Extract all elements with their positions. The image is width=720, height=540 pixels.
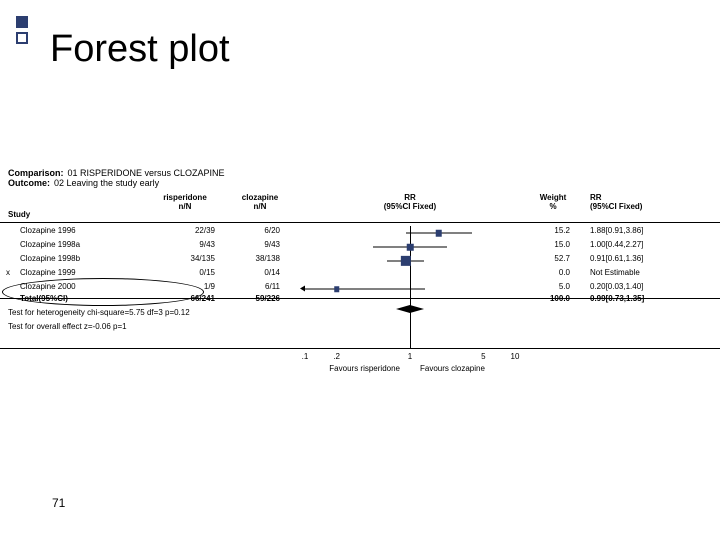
study-name: Clozapine 1998b	[20, 254, 80, 263]
column-headers: Study risperidone n/N clozapine n/N RR (…	[0, 194, 720, 220]
bullet-filled	[16, 16, 28, 28]
decorative-bullets	[16, 16, 28, 44]
hr-bottom	[0, 348, 720, 349]
total-rr: 0.99[0.73,1.35]	[590, 294, 644, 303]
risperidone-value: 0/15	[160, 268, 215, 277]
col-clozapine: clozapine n/N	[230, 194, 290, 212]
plot-area	[305, 226, 515, 348]
col-study: Study	[8, 211, 30, 220]
clozapine-value: 38/138	[240, 254, 280, 263]
point-marker	[436, 230, 443, 237]
weight-value: 15.0	[530, 240, 570, 249]
clozapine-value: 6/11	[240, 282, 280, 291]
rr-value: 0.91[0.61,1.36]	[590, 254, 643, 263]
rr-value: 0.20[0.03,1.40]	[590, 282, 643, 291]
col-rr-plot: RR (95%CI Fixed)	[370, 194, 450, 212]
point-marker	[407, 244, 414, 251]
point-marker	[334, 286, 340, 292]
axis-tick: .2	[333, 352, 340, 361]
total-ris: 66/241	[160, 294, 215, 303]
hr-under-headers	[0, 222, 720, 223]
heterogeneity-text: Test for heterogeneity chi-square=5.75 d…	[8, 308, 190, 317]
favours-right: Favours clozapine	[420, 364, 485, 373]
favours-left: Favours risperidone	[329, 364, 400, 373]
comparison-label: Comparison:	[8, 168, 64, 178]
col-rr-text: RR (95%CI Fixed)	[590, 194, 642, 212]
outcome-row: Outcome: 02 Leaving the study early	[0, 178, 720, 188]
weight-value: 0.0	[530, 268, 570, 277]
risperidone-value: 22/39	[160, 226, 215, 235]
forest-plot: Comparison: 01 RISPERIDONE versus CLOZAP…	[0, 168, 720, 398]
rr-value: 1.88[0.91,3.86]	[590, 226, 643, 235]
axis: .1.21510Favours risperidoneFavours cloza…	[305, 352, 515, 382]
risperidone-value: 1/9	[160, 282, 215, 291]
axis-tick: 5	[481, 352, 485, 361]
page-number: 71	[52, 496, 65, 510]
weight-value: 52.7	[530, 254, 570, 263]
clozapine-value: 9/43	[240, 240, 280, 249]
rr-value: Not Estimable	[590, 268, 640, 277]
col-weight: Weight %	[530, 194, 576, 212]
outcome-label: Outcome:	[8, 178, 50, 188]
rr-value: 1.00[0.44,2.27]	[590, 240, 643, 249]
total-label: Total(95%CI)	[20, 294, 68, 303]
risperidone-value: 34/135	[160, 254, 215, 263]
ci-line	[305, 289, 425, 290]
col-risperidone-sub: n/N	[150, 203, 220, 212]
axis-tick: 1	[408, 352, 412, 361]
slide-title: Forest plot	[50, 28, 230, 71]
study-name: Clozapine 1996	[20, 226, 76, 235]
point-marker	[401, 256, 411, 266]
risperidone-value: 9/43	[160, 240, 215, 249]
weight-value: 5.0	[530, 282, 570, 291]
col-clozapine-sub: n/N	[230, 203, 290, 212]
clozapine-value: 0/14	[240, 268, 280, 277]
bullet-open	[16, 32, 28, 44]
col-rr-text-sub: (95%CI Fixed)	[590, 203, 642, 212]
study-name: Clozapine 1999	[20, 268, 76, 277]
col-risperidone: risperidone n/N	[150, 194, 220, 212]
study-name: Clozapine 1998a	[20, 240, 80, 249]
slide: Forest plot Comparison: 01 RISPERIDONE v…	[0, 0, 720, 540]
outcome-value: 02 Leaving the study early	[54, 178, 159, 188]
col-rr-plot-sub: (95%CI Fixed)	[370, 203, 450, 212]
axis-tick: 10	[511, 352, 520, 361]
comparison-row: Comparison: 01 RISPERIDONE versus CLOZAP…	[0, 168, 720, 178]
excluded-marker: x	[6, 268, 10, 277]
total-weight: 100.0	[530, 294, 570, 303]
clozapine-value: 6/20	[240, 226, 280, 235]
study-name: Clozapine 2000	[20, 282, 76, 291]
axis-tick: .1	[302, 352, 309, 361]
overall-effect-text: Test for overall effect z=-0.06 p=1	[8, 322, 127, 331]
total-clo: 59/226	[240, 294, 280, 303]
weight-value: 15.2	[530, 226, 570, 235]
comparison-value: 01 RISPERIDONE versus CLOZAPINE	[68, 168, 225, 178]
col-weight-sub: %	[530, 203, 576, 212]
